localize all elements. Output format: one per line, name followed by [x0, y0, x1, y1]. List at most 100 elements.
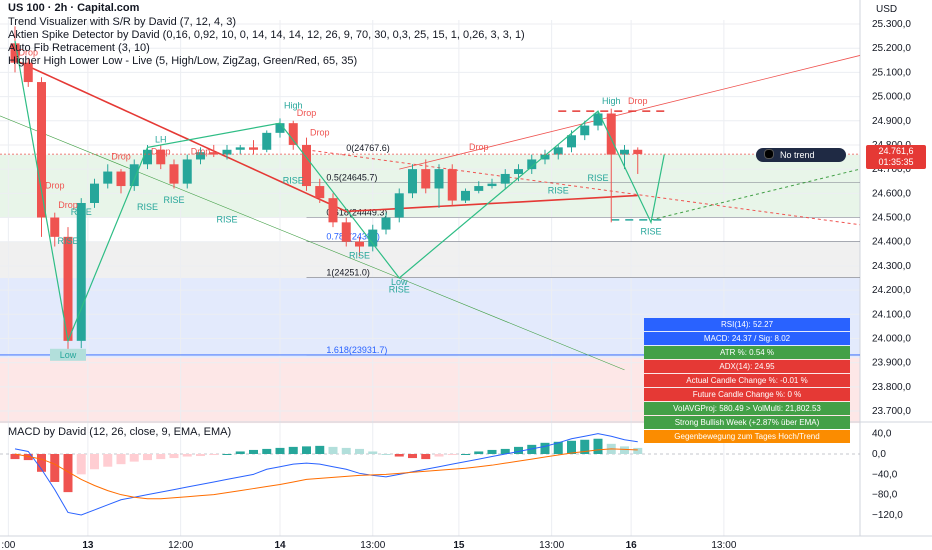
circle-icon	[764, 149, 774, 159]
annotation-label: Drop	[628, 96, 648, 106]
annotation-label: Drop	[58, 200, 78, 210]
price-tick-label: 24.900,0	[872, 116, 911, 127]
table-row: VolAVGProj: 580.49 > VolMulti: 21,802.53	[644, 402, 850, 415]
macd-tick-label: −80,0	[872, 490, 898, 501]
macd-histogram-bar	[355, 448, 364, 454]
candle-body	[328, 198, 338, 223]
macd-histogram-bar	[487, 449, 497, 454]
candle-body	[553, 147, 563, 155]
chart-title: US 100 · 2h · Capital.com	[8, 2, 140, 14]
macd-histogram-bar	[116, 454, 126, 465]
macd-histogram-bar	[540, 442, 550, 454]
candle-body	[315, 186, 325, 199]
candle-body	[567, 135, 576, 148]
annotation-label: RISE	[548, 185, 569, 195]
candle-body	[143, 149, 152, 165]
macd-tick-label: 40,0	[872, 429, 892, 440]
macd-histogram-bar	[196, 454, 205, 457]
macd-histogram-bar	[500, 448, 510, 454]
trend-badge-text: No trend	[780, 150, 815, 160]
macd-tick-label: 0,0	[872, 449, 886, 460]
table-row: Strong Bullish Week (+2.87% über EMA)	[644, 416, 850, 429]
macd-histogram-bar	[368, 451, 378, 454]
annotation-label: Drop	[111, 151, 131, 161]
macd-tick-label: −40,0	[872, 469, 898, 480]
candle-body	[275, 123, 285, 133]
candle-body	[129, 164, 139, 187]
signal-line	[14, 448, 638, 500]
candle-body	[90, 183, 99, 203]
price-tick-label: 25.300,0	[872, 19, 911, 30]
macd-histogram-bar	[222, 454, 232, 455]
candle-body	[408, 169, 417, 194]
annotation-label: Drop	[191, 147, 211, 157]
indicator-legend-fib[interactable]: Auto Fib Retracement (3, 10)	[8, 42, 150, 54]
candle-body	[182, 159, 192, 184]
macd-histogram-bar	[209, 454, 219, 456]
annotation-label: LH	[155, 135, 167, 145]
candle-body	[302, 144, 311, 187]
ema-line	[14, 59, 638, 213]
candle-body	[37, 82, 46, 218]
macd-title[interactable]: MACD by David (12, 26, close, 9, EMA, EM…	[8, 426, 232, 438]
currency-label: USD	[876, 4, 898, 15]
table-row: ATR %: 0.54 %	[644, 346, 850, 359]
macd-line	[14, 433, 638, 516]
candle-body	[10, 43, 20, 63]
candle-body	[461, 190, 470, 201]
fib-level-label: 0.5(24645.7)	[326, 172, 377, 182]
bar-countdown: 01:35:35	[878, 157, 914, 167]
macd-histogram-bar	[156, 454, 166, 460]
annotation-label: High	[602, 96, 621, 106]
annotation-label: RISE	[216, 214, 237, 224]
price-tick-label: 23.800,0	[872, 382, 911, 393]
indicator-legend-spike[interactable]: Aktien Spike Detector by David (0,16, 0,…	[8, 29, 525, 41]
diagonal-support	[0, 115, 400, 279]
last-price: 24.761,6	[878, 146, 914, 156]
candle-body	[381, 217, 391, 230]
macd-histogram-bar	[90, 454, 99, 470]
candle-body	[196, 152, 205, 160]
candle-body	[76, 202, 86, 341]
indicator-legend-hhll[interactable]: Higher High Lower Low - Live (5, High/Lo…	[8, 55, 358, 67]
candle-body	[63, 236, 73, 341]
table-row: RSI(14): 52.27	[644, 318, 850, 331]
price-tick-label: 23.700,0	[872, 406, 911, 417]
macd-histogram-bar	[394, 454, 404, 457]
candle-body	[421, 169, 431, 189]
annotation-label: RISE	[163, 195, 184, 205]
annotation-label: RISE	[389, 284, 410, 294]
candle-body	[50, 217, 60, 237]
annotation-label: Drop	[310, 127, 330, 137]
price-tick-label: 25.200,0	[872, 43, 911, 54]
macd-histogram-bar	[50, 454, 60, 482]
candle-body	[368, 229, 378, 247]
trend-badge: No trend	[756, 148, 846, 162]
indicator-legend-trend[interactable]: Trend Visualizer with S/R by David (7, 1…	[8, 16, 237, 28]
price-tick-label: 24.200,0	[872, 285, 911, 296]
candle-body	[434, 169, 444, 189]
price-tick-label: 24.300,0	[872, 261, 911, 272]
price-tick-label: 24.500,0	[872, 213, 911, 224]
candle-body	[527, 159, 537, 170]
time-tick-label: 14	[274, 540, 286, 550]
macd-histogram-bar	[129, 454, 139, 462]
macd-histogram-bar	[514, 446, 523, 454]
candle-body	[540, 154, 550, 160]
indicator-table: RSI(14): 52.27 MACD: 24.37 / Sig: 8.02 A…	[644, 318, 850, 444]
channel-line	[399, 55, 861, 170]
macd-histogram-bar	[567, 440, 576, 454]
annotation-label: RISE	[640, 226, 661, 236]
macd-histogram-bar	[76, 454, 86, 475]
time-tick-label: 13:00	[539, 540, 564, 550]
fib-level-label: 0(24767.6)	[346, 143, 390, 153]
last-price-tag: 24.761,6 01:35:35	[866, 145, 926, 169]
macd-tick-label: −120,0	[872, 510, 903, 521]
price-tick-label: 24.700,0	[872, 164, 911, 175]
price-tick-label: 23.900,0	[872, 358, 911, 369]
time-tick-label: 16	[626, 540, 638, 550]
annotation-label: RISE	[57, 236, 78, 246]
macd-histogram-bar	[341, 447, 351, 454]
macd-histogram-bar	[328, 446, 338, 454]
